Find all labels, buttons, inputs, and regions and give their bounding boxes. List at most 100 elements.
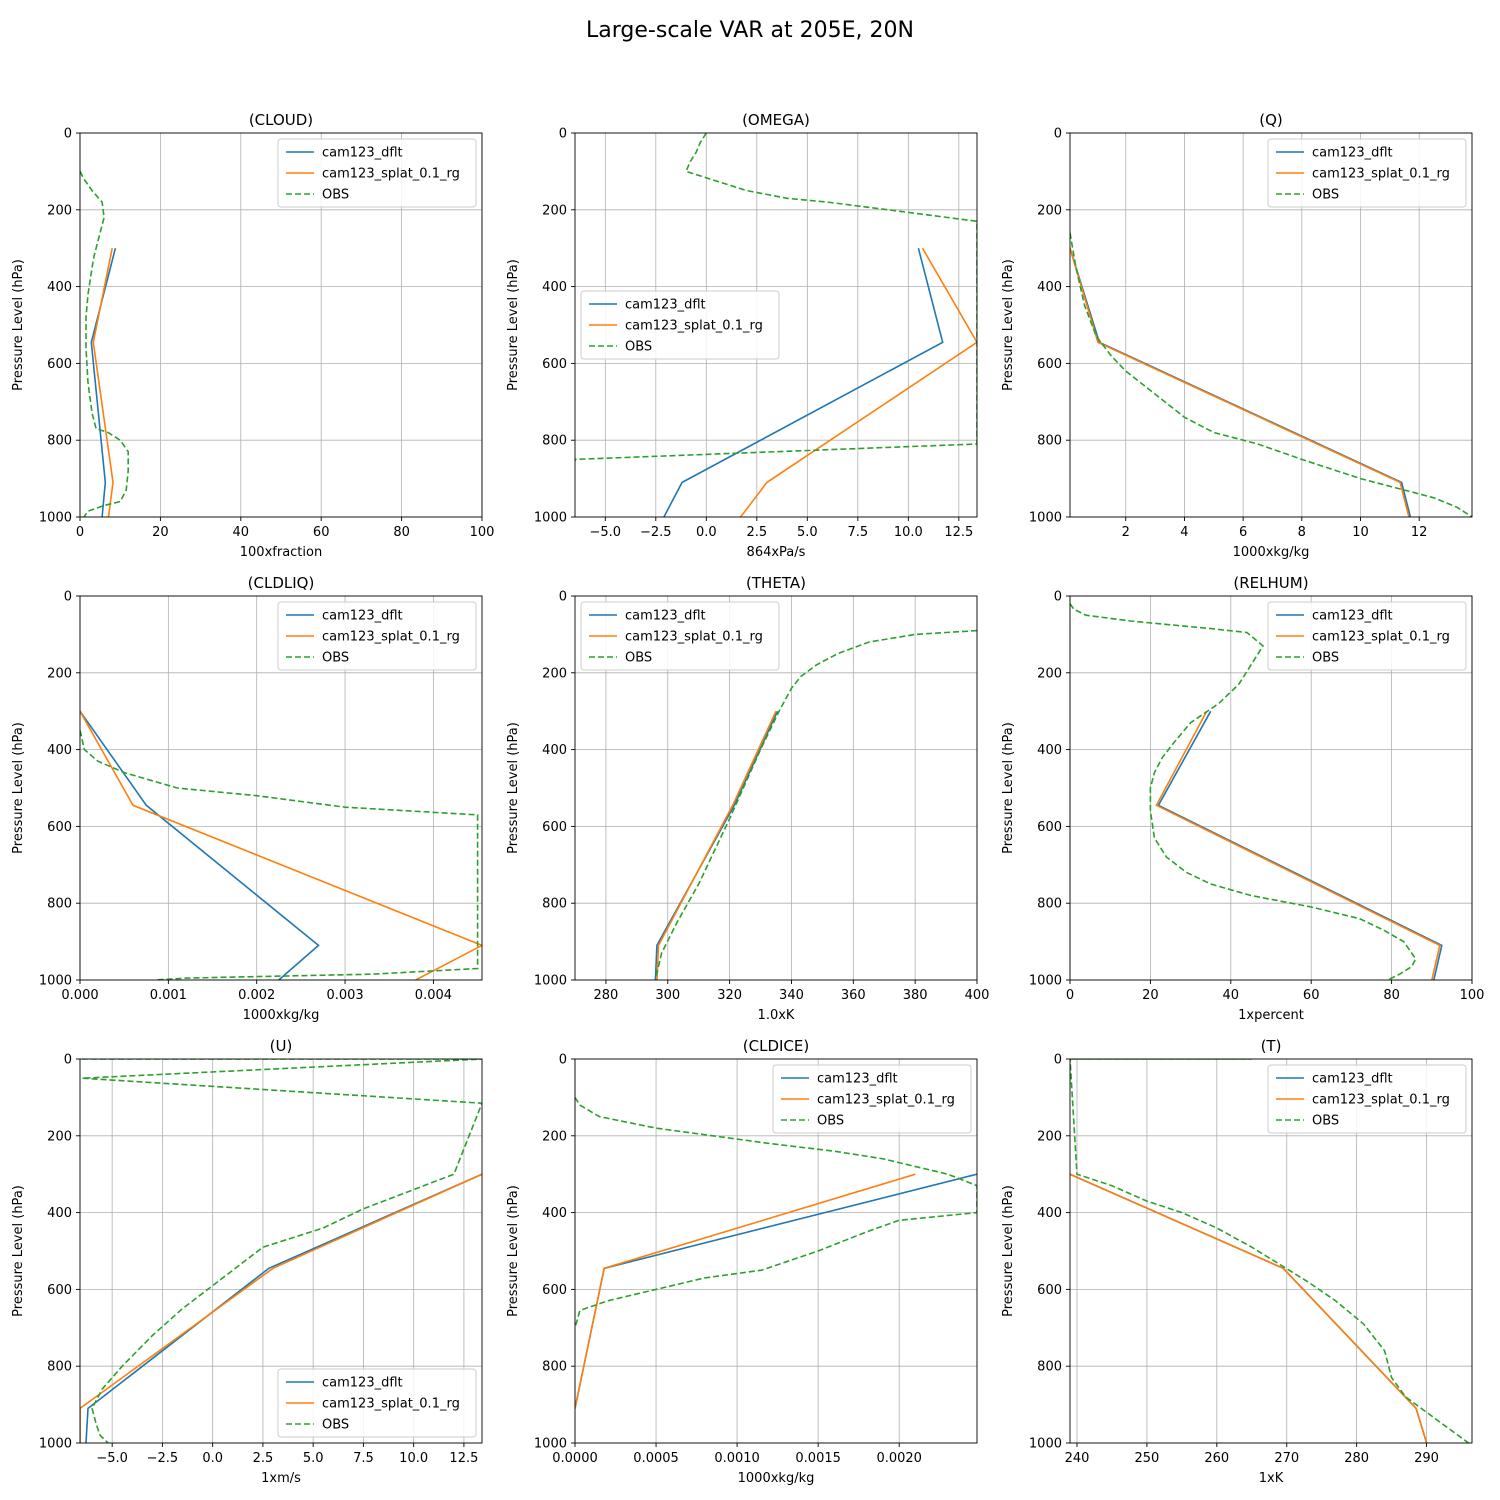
y-tick-label: 600	[47, 820, 72, 835]
y-tick-label: 0	[64, 590, 72, 605]
y-tick-label: 800	[542, 434, 567, 449]
axes-frame	[79, 1058, 483, 1444]
x-tick-label: 400	[965, 988, 990, 1003]
x-tick-label: 0.0	[696, 525, 717, 540]
x-tick-label: 8	[1298, 525, 1306, 540]
y-tick-label: 600	[542, 357, 567, 372]
x-axis-label: 1xK	[1259, 1471, 1284, 1486]
y-tick-label: 1000	[534, 511, 567, 526]
legend: cam123_dflt cam123_splat_0.1_rg OBS	[772, 1064, 972, 1134]
x-tick-label: 10.0	[894, 525, 923, 540]
y-tick-label: 800	[1037, 434, 1062, 449]
series-line-dflt	[1157, 710, 1443, 980]
x-tick-label: 260	[1204, 1451, 1229, 1466]
axes-frame	[1069, 1058, 1473, 1444]
x-tick-label: 80	[393, 525, 410, 540]
axes-frame	[574, 132, 978, 518]
legend-label-dflt: cam123_dflt	[1312, 609, 1393, 624]
y-tick-label: 200	[1037, 203, 1062, 218]
x-axis-label: 1000xkg/kg	[738, 1471, 815, 1486]
y-tick-label: 1000	[534, 974, 567, 989]
y-tick-label: 200	[542, 666, 567, 681]
legend: cam123_dflt cam123_splat_0.1_rg OBS	[277, 138, 477, 208]
x-tick-label: 240	[1065, 1451, 1090, 1466]
legend-label-obs: OBS	[322, 188, 349, 203]
x-tick-label: 380	[903, 988, 928, 1003]
subplot-title: (Q)	[1259, 111, 1283, 129]
x-tick-label: 80	[1383, 988, 1400, 1003]
x-tick-label: 10	[1352, 525, 1369, 540]
y-tick-label: 200	[1037, 1129, 1062, 1144]
x-tick-label: 0	[76, 525, 84, 540]
x-axis-label: 1000xkg/kg	[243, 1008, 320, 1023]
subplot-title: (CLDLIQ)	[248, 574, 315, 592]
y-tick-label: 800	[1037, 897, 1062, 912]
legend-box	[1267, 138, 1467, 208]
x-tick-label: 2.5	[253, 1451, 274, 1466]
series-line-dflt	[1070, 1173, 1428, 1443]
series-line-splat	[656, 710, 777, 980]
series-line-obs	[575, 1096, 977, 1329]
x-tick-label: 0.0015	[795, 1451, 841, 1466]
x-tick-label: 320	[717, 988, 742, 1003]
legend-box	[772, 1064, 972, 1134]
legend-label-obs: OBS	[817, 1114, 844, 1129]
series-line-obs	[575, 133, 977, 462]
series-line-splat	[1070, 1173, 1428, 1443]
subplot-cloud: 0 20 40 60 80 10002004006008001000(CLOUD)100x…	[11, 111, 494, 560]
series-line-obs	[1070, 603, 1417, 980]
x-axis-label: 1xm/s	[261, 1471, 301, 1486]
y-tick-label: 0	[559, 1053, 567, 1068]
x-tick-label: −5.0	[96, 1451, 128, 1466]
y-axis-label: Pressure Level (hPa)	[506, 1185, 521, 1317]
x-tick-label: 2.5	[746, 525, 767, 540]
axes-frame	[1069, 595, 1473, 981]
y-tick-label: 600	[1037, 357, 1062, 372]
series-line-dflt	[663, 247, 944, 517]
x-tick-label: 7.5	[353, 1451, 374, 1466]
legend-label-obs: OBS	[322, 651, 349, 666]
x-tick-label: 100	[1460, 988, 1485, 1003]
legend: cam123_dflt cam123_splat_0.1_rg OBS	[1267, 601, 1467, 671]
legend: cam123_dflt cam123_splat_0.1_rg OBS	[1267, 1064, 1467, 1134]
legend: cam123_dflt cam123_splat_0.1_rg OBS	[277, 601, 477, 671]
y-axis-label: Pressure Level (hPa)	[1001, 259, 1016, 391]
y-tick-label: 400	[542, 743, 567, 758]
x-tick-label: 0.004	[415, 988, 452, 1003]
legend-label-dflt: cam123_dflt	[322, 146, 403, 161]
y-tick-label: 400	[1037, 743, 1062, 758]
y-tick-label: 0	[1054, 590, 1062, 605]
x-axis-label: 1000xkg/kg	[1233, 545, 1310, 560]
y-tick-label: 400	[47, 1206, 72, 1221]
x-tick-label: 5.0	[303, 1451, 324, 1466]
legend-label-dflt: cam123_dflt	[1312, 146, 1393, 161]
legend: cam123_dflt cam123_splat_0.1_rg OBS	[277, 1368, 477, 1438]
x-tick-label: 7.5	[847, 525, 868, 540]
y-tick-label: 400	[1037, 1206, 1062, 1221]
legend-label-splat: cam123_splat_0.1_rg	[817, 1093, 955, 1108]
y-tick-label: 200	[542, 1129, 567, 1144]
subplot-t: 240 250 260 270 280 290 0 200 400 600 800 1000 (T) 1x…	[1001, 1037, 1473, 1486]
x-axis-label: 1xpercent	[1238, 1008, 1304, 1023]
y-tick-label: 600	[47, 357, 72, 372]
series-line-obs	[654, 629, 977, 980]
x-tick-label: 12.5	[944, 525, 973, 540]
legend-box	[580, 601, 780, 671]
x-tick-label: 0.003	[326, 988, 363, 1003]
x-tick-label: 100	[470, 525, 495, 540]
y-tick-label: 400	[47, 280, 72, 295]
legend-label-dflt: cam123_dflt	[322, 1376, 403, 1391]
subplot-cldliq: 0.000 0.001 0.002 0.003 0.004 0 200 400 600 800 10…	[11, 574, 483, 1023]
legend-label-dflt: cam123_dflt	[817, 1072, 898, 1087]
subplot-title: (CLDICE)	[743, 1037, 809, 1055]
subplot-title: (OMEGA)	[742, 111, 810, 129]
x-tick-label: 0.0005	[633, 1451, 679, 1466]
series-line-splat	[739, 247, 977, 517]
legend-label-dflt: cam123_dflt	[322, 609, 403, 624]
series-line-obs	[80, 730, 479, 980]
x-tick-label: 0	[1066, 988, 1074, 1003]
x-tick-label: 0.0	[202, 1451, 223, 1466]
legend: cam123_dflt cam123_splat_0.1_rg OBS	[580, 290, 780, 360]
series-line-splat	[1070, 247, 1410, 517]
